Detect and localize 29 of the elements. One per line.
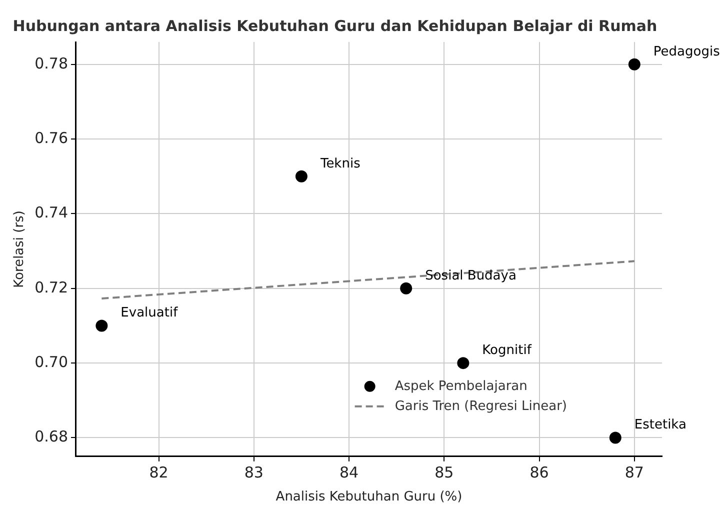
x-axis-title: Analisis Kebutuhan Guru (%) xyxy=(276,490,462,505)
annotation: Teknis xyxy=(319,156,361,172)
x-tick-label: 83 xyxy=(244,463,264,482)
y-tick-label: 0.76 xyxy=(34,128,68,147)
point xyxy=(400,282,412,294)
y-tick-label: 0.70 xyxy=(34,352,68,371)
point xyxy=(295,170,308,182)
y-tick-label: 0.74 xyxy=(34,204,68,222)
x-tick-label: 85 xyxy=(434,463,454,482)
x-tick-label: 82 xyxy=(149,463,168,482)
annotation: Kognitif xyxy=(482,343,532,358)
annotation: Sosial Budaya xyxy=(425,268,516,284)
y-tick-label: 0.78 xyxy=(34,54,68,72)
legend-label: Garis Tren (Regresi Linear) xyxy=(394,398,568,414)
legend-label: Aspek Pembelajaran xyxy=(394,378,528,394)
annotation: Pedagogis xyxy=(653,44,720,60)
y-tick-label: 0.68 xyxy=(34,428,68,446)
point xyxy=(457,357,470,370)
x-tick-label: 86 xyxy=(530,463,549,482)
annotation: Evaluatif xyxy=(120,306,178,321)
annotation: Estetika xyxy=(634,418,686,433)
x-tick-label: 84 xyxy=(339,463,359,482)
point xyxy=(609,432,622,444)
point xyxy=(628,58,640,70)
x-tick-label: 87 xyxy=(624,463,644,482)
chart-title: Hubungan antara Analisis Kebutuhan Guru dan Kehidupan Belajar di Rumah xyxy=(12,16,658,35)
y-axis-title: Korelasi (rs) xyxy=(12,210,28,288)
y-tick-label: 0.72 xyxy=(34,278,68,296)
point xyxy=(96,320,108,332)
